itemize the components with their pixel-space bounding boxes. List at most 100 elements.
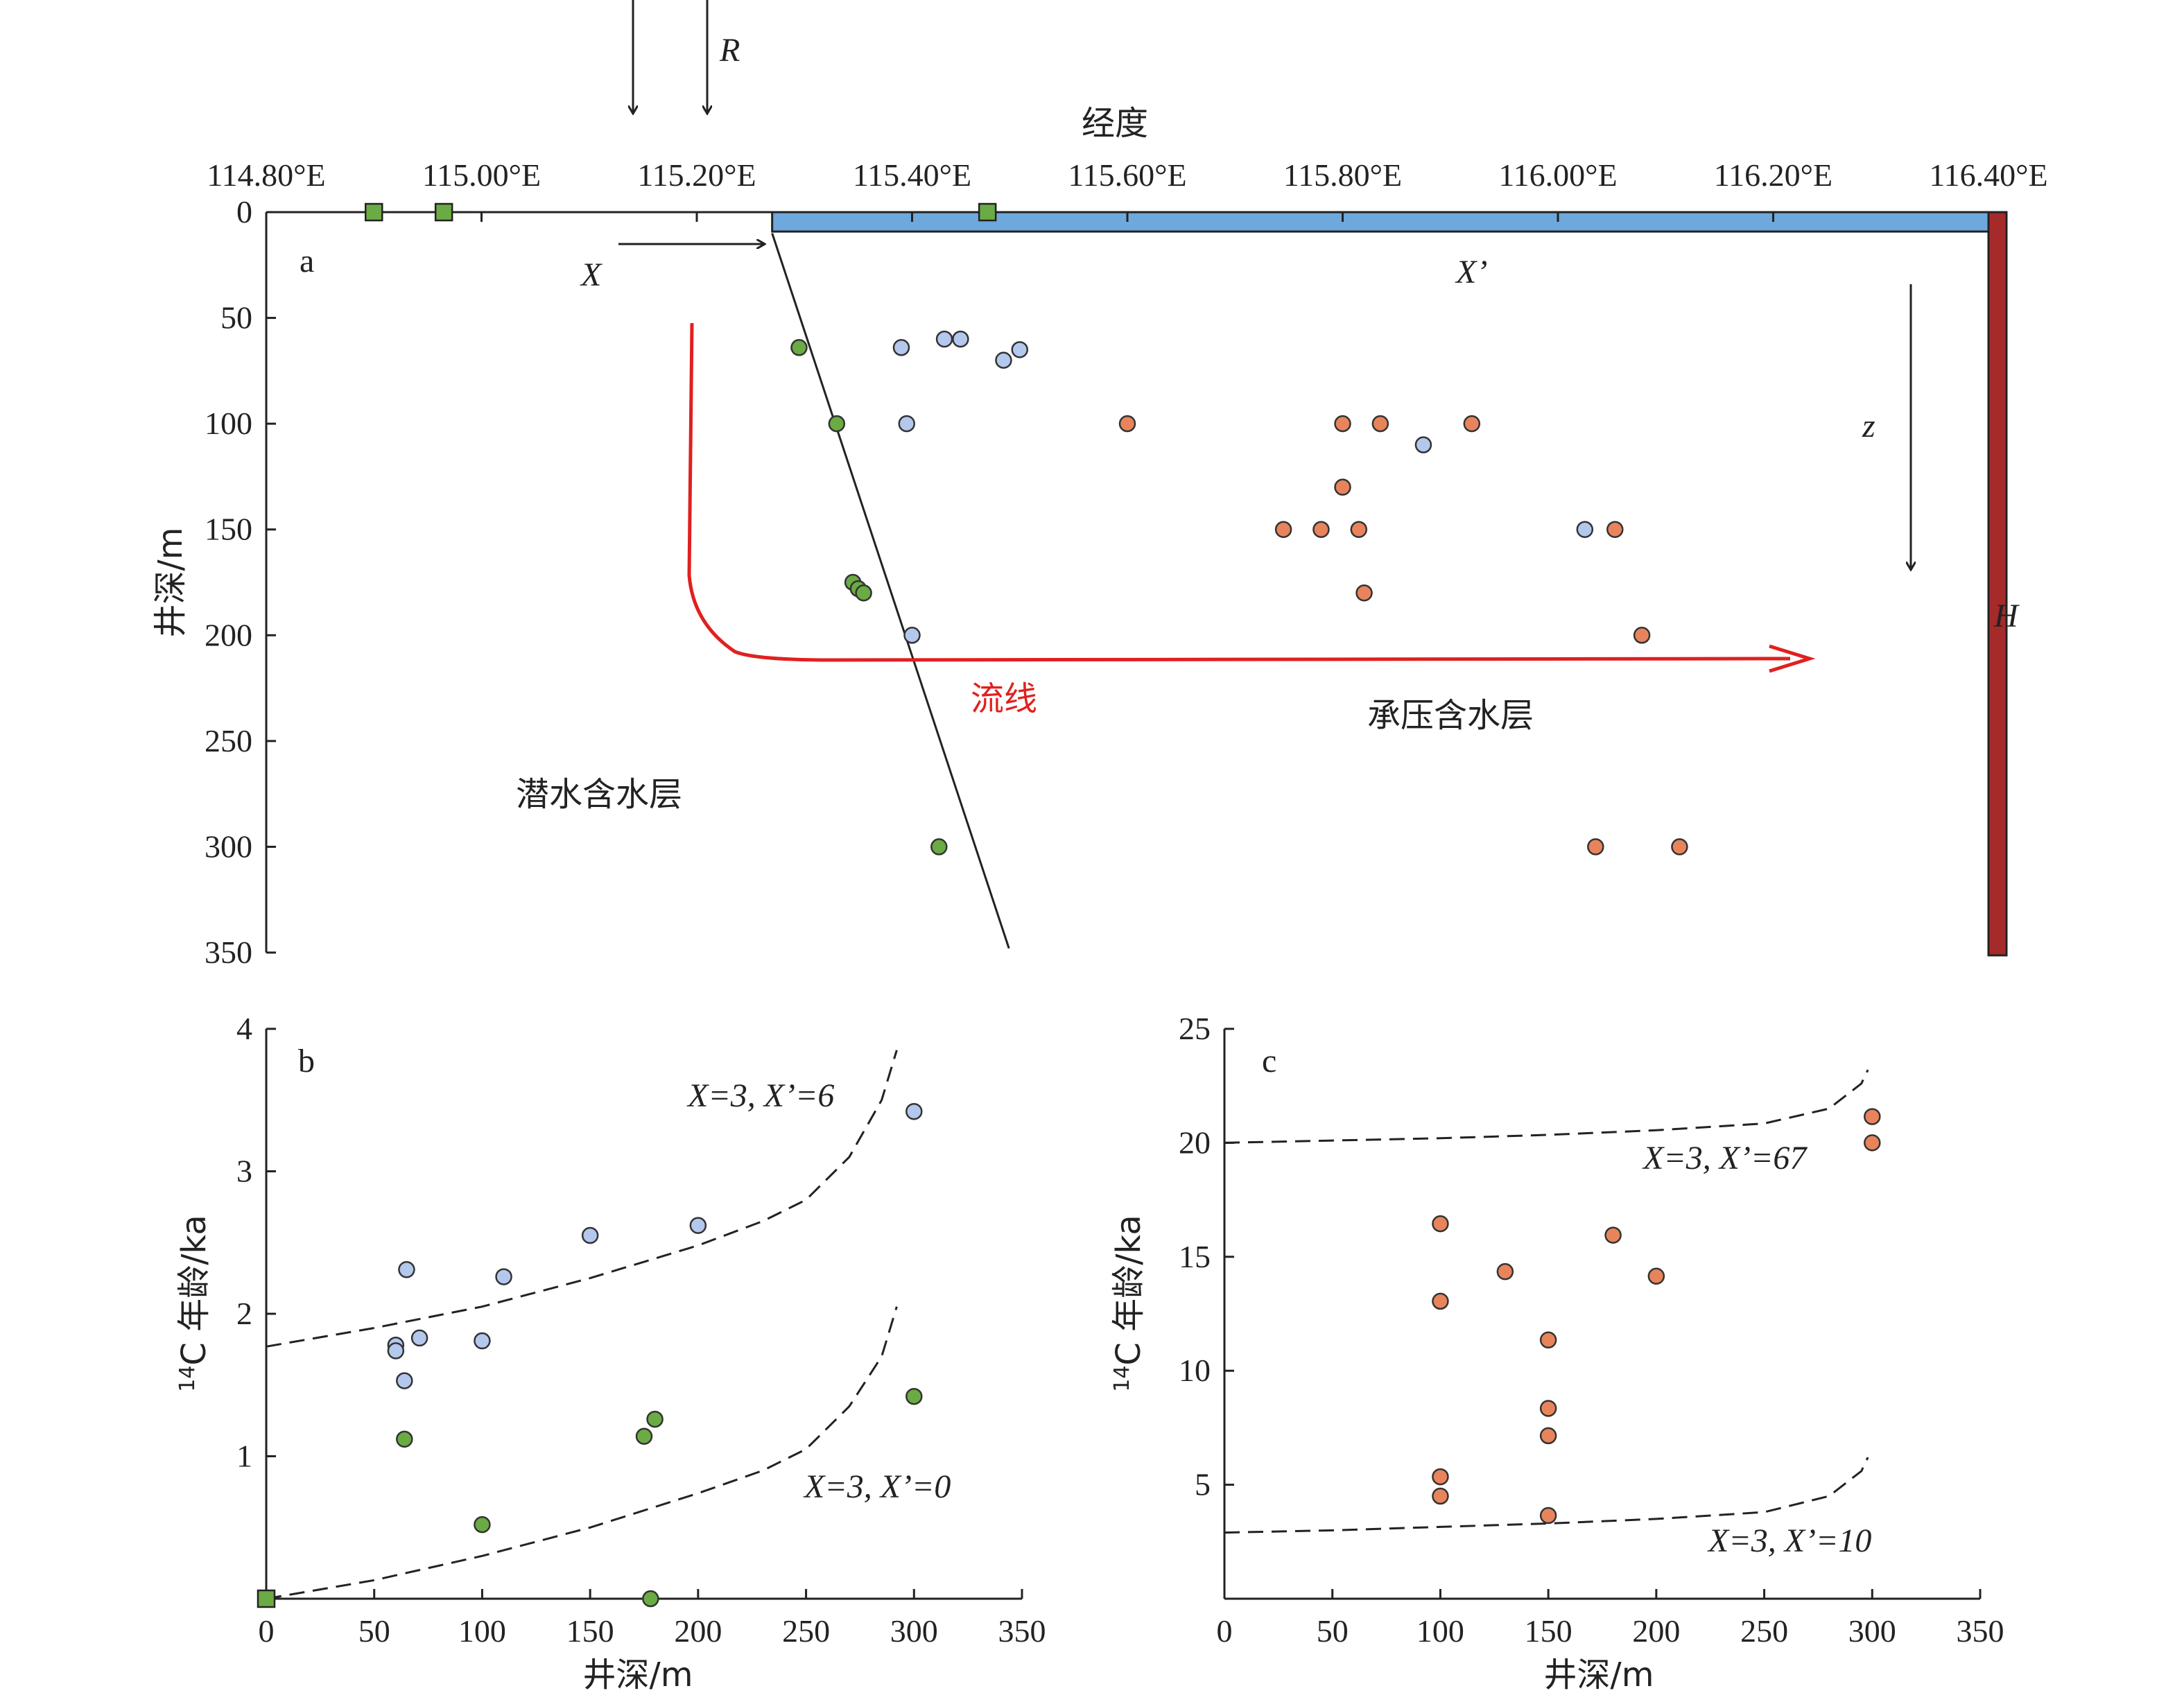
- panel-a-data-point: [930, 838, 948, 856]
- panel-a-data-point: [1671, 838, 1688, 856]
- panel-c-x-tick-label: 100: [1416, 1613, 1464, 1649]
- panel-b-x-tick-label: 150: [566, 1613, 614, 1649]
- panel-a-data-point: [1334, 415, 1351, 433]
- panel-a-data-point: [898, 415, 915, 433]
- panel-b-data-point: [495, 1268, 512, 1285]
- panel-b: 0 50 100 150 200 250 300 350 1 2 3 4 b 井深/m 14C 年龄…: [175, 1011, 1046, 1693]
- panel-b-data-point: [387, 1342, 405, 1360]
- panel-b-x-tick-label: 50: [358, 1613, 390, 1649]
- panel-a-data-point: [903, 627, 921, 644]
- panel-a-x-tick-label: 116.20°E: [1714, 157, 1832, 193]
- h-label: H: [1993, 598, 2020, 634]
- streamline-label: 流线: [971, 679, 1037, 718]
- panel-b-x-tick-label: 300: [890, 1613, 938, 1649]
- recharge-label: R: [719, 32, 740, 69]
- panel-b-y-ticks: 1 2 3 4: [236, 1011, 276, 1474]
- panel-b-label: b: [298, 1043, 315, 1079]
- panel-c-data-point: [1539, 1400, 1557, 1417]
- panel-b-x-tick-label: 0: [259, 1613, 275, 1649]
- panel-c-data-point: [1432, 1292, 1449, 1310]
- panel-a-y-tick-label: 200: [205, 617, 252, 652]
- confined-layer-bar: [771, 211, 1990, 233]
- streamline: [687, 322, 1791, 662]
- panel-c-x-tick-label: 200: [1632, 1613, 1680, 1649]
- panel-c-model-curve: [1224, 1457, 1869, 1534]
- panel-a-data-point: [1355, 584, 1373, 602]
- panel-b-y-tick-label: 1: [236, 1439, 252, 1474]
- panel-b-data-point: [581, 1226, 599, 1244]
- panel-a-data-point: [1011, 341, 1028, 358]
- panel-c-y-tick-label: 10: [1179, 1353, 1211, 1388]
- panel-a-data-point: [1606, 521, 1624, 538]
- panel-a-square-marker: [434, 202, 453, 222]
- panel-a-x-tick-label: 115.80°E: [1283, 157, 1402, 193]
- panel-a-y-axis-label: 井深/m: [151, 528, 190, 638]
- h-thickness-bar: [1987, 211, 2008, 957]
- aquifer-boundary-line: [771, 233, 1010, 949]
- panel-b-data-point: [905, 1102, 923, 1120]
- panel-c-y-axis-main: C 年龄/ka: [1109, 1215, 1148, 1365]
- panel-b-data-point: [642, 1590, 659, 1608]
- panel-a-label: a: [300, 243, 314, 279]
- panel-a-data-point: [995, 351, 1012, 369]
- panel-a-y-tick-label: 300: [205, 828, 252, 864]
- panel-c-x-tick-label: 350: [1957, 1613, 2004, 1649]
- panel-b-data-point: [474, 1516, 491, 1534]
- panel-a-data-point: [1371, 415, 1389, 433]
- xprime-label: X’: [1455, 254, 1487, 290]
- panel-b-y-axis-sup: 14: [175, 1366, 200, 1392]
- panel-a-x-tick-label: 115.40°E: [853, 157, 971, 193]
- panel-b-data-point: [689, 1217, 707, 1234]
- panel-b-x-tick-label: 250: [782, 1613, 830, 1649]
- panel-a-x-tick-label: 116.00°E: [1498, 157, 1617, 193]
- panel-a-data-point: [935, 330, 953, 348]
- panel-a-data-point: [892, 339, 910, 356]
- panel-b-curve-label: X=3, X’=0: [803, 1468, 951, 1505]
- panel-c-data-point: [1496, 1262, 1514, 1280]
- panel-b-x-tick-label: 200: [674, 1613, 722, 1649]
- panel-a-data-point: [952, 330, 969, 348]
- panel-a-x-tick-label: 115.00°E: [422, 157, 541, 193]
- panel-b-data-point: [635, 1427, 653, 1445]
- panel-a-y-ticks: 0 50 100 150 200 250 300 350: [205, 194, 276, 970]
- panel-b-model-curve: [266, 1306, 898, 1600]
- panel-b-y-tick-label: 2: [236, 1296, 252, 1331]
- panel-a-data-point: [1274, 521, 1292, 538]
- panel-a-x-tick-label: 114.80°E: [207, 157, 325, 193]
- unconfined-aquifer-label: 潜水含水层: [516, 775, 682, 814]
- panel-b-curve-label: X=3, X’=6: [686, 1077, 834, 1114]
- panel-c: 0 50 100 150 200 250 300 350 5 10 15 20 25 c 井深/m 1…: [1109, 1011, 2004, 1693]
- z-label: z: [1862, 408, 1875, 444]
- panel-c-x-tick-label: 0: [1217, 1613, 1233, 1649]
- panel-c-y-tick-label: 20: [1179, 1125, 1211, 1160]
- panel-c-y-tick-label: 5: [1195, 1467, 1211, 1502]
- panel-c-y-ticks: 5 10 15 20 25: [1179, 1011, 1234, 1502]
- panel-a: 114.80°E 115.00°E 115.20°E 115.40°E 115.60°E…: [151, 0, 2048, 970]
- confined-aquifer-label: 承压含水层: [1367, 696, 1534, 735]
- x-label: X: [580, 257, 603, 293]
- panel-b-y-axis-label: 14C 年龄/ka: [175, 1215, 214, 1392]
- panel-b-data-point: [905, 1387, 923, 1405]
- panel-c-data-point: [1539, 1507, 1557, 1525]
- panel-b-points: [257, 1102, 923, 1608]
- panel-a-data-point: [1633, 627, 1651, 644]
- panel-c-y-tick-label: 25: [1179, 1011, 1211, 1046]
- panel-b-y-tick-label: 4: [236, 1011, 252, 1046]
- panel-c-curve-label: X=3, X’=10: [1707, 1522, 1871, 1559]
- panel-a-data-point: [1587, 838, 1604, 856]
- panel-a-squares: [365, 202, 997, 222]
- panel-b-square-marker: [257, 1589, 276, 1608]
- panel-a-data-point: [1334, 478, 1351, 496]
- panel-c-data-point: [1432, 1215, 1449, 1233]
- panel-c-curves: X=3, X’=67 X=3, X’=10: [1224, 1069, 1871, 1559]
- panel-b-data-point: [396, 1372, 413, 1389]
- panel-a-x-tick-label: 115.20°E: [637, 157, 756, 193]
- panel-a-x-ticks: 114.80°E 115.00°E 115.20°E 115.40°E 115.60°E…: [207, 157, 2048, 222]
- panel-b-y-axis-main: C 年龄/ka: [175, 1215, 214, 1365]
- panel-a-x-tick-label: 116.40°E: [1929, 157, 2047, 193]
- panel-a-data-point: [1576, 521, 1594, 538]
- panel-c-points: [1432, 1108, 1881, 1525]
- panel-b-y-tick-label: 3: [236, 1154, 252, 1189]
- panel-a-data-point: [855, 584, 872, 602]
